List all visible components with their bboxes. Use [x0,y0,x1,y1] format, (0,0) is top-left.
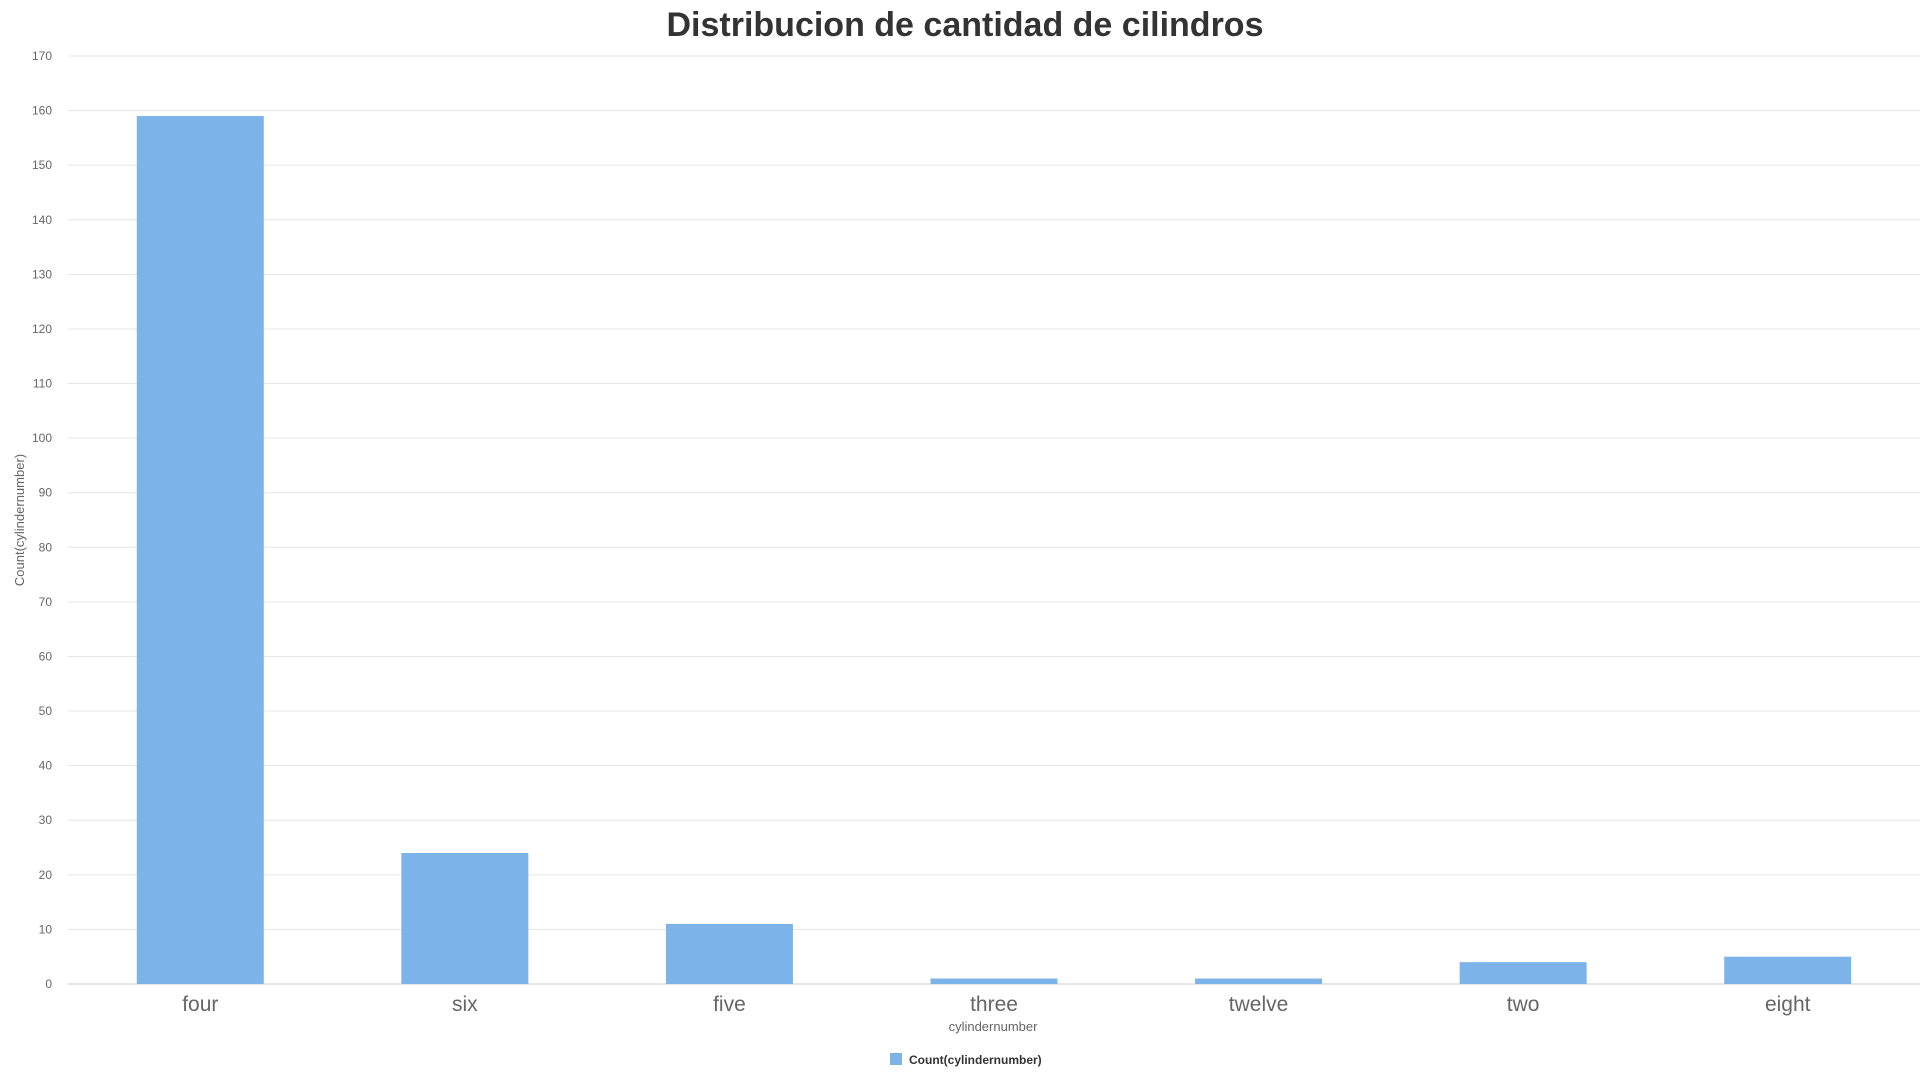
bar-five[interactable] [665,923,793,984]
bar-six[interactable] [401,852,529,984]
bar-four[interactable] [136,116,264,984]
y-tick-label: 70 [39,595,53,609]
y-tick-label: 90 [39,486,53,500]
x-axis-label: cylindernumber [949,1019,1039,1034]
legend-label[interactable]: Count(cylindernumber) [909,1053,1042,1067]
x-tick-label: three [970,993,1018,1016]
y-axis-label: Count(cylindernumber) [12,454,27,586]
y-tick-label: 80 [39,540,53,554]
bar-two[interactable] [1459,962,1587,984]
y-tick-label: 150 [32,158,52,172]
chart-title: Distribucion de cantidad de cilindros [667,6,1264,44]
y-tick-label: 30 [39,813,53,827]
y-tick-label: 120 [32,322,52,336]
y-tick-label: 40 [39,759,53,773]
x-tick-label: eight [1765,993,1811,1016]
y-tick-label: 110 [33,377,52,391]
legend-swatch[interactable] [890,1053,902,1065]
bar-twelve[interactable] [1195,978,1323,984]
legend[interactable]: Count(cylindernumber) [890,1053,1042,1067]
y-tick-label: 0 [45,977,52,991]
bar-three[interactable] [930,978,1058,984]
y-tick-label: 140 [32,213,52,227]
gridlines [68,55,1920,985]
x-tick-label: four [182,993,218,1016]
y-axis-ticks: 0 10 20 30 40 50 60 70 80 90 100 110 120 130 140 150 160… [32,49,52,991]
x-tick-label: five [713,993,746,1016]
y-tick-label: 20 [39,868,53,882]
x-axis-ticks: four six five three twelve two eight [182,993,1810,1016]
x-tick-label: two [1507,993,1540,1016]
bars [136,116,1852,984]
y-tick-label: 130 [32,267,52,281]
y-tick-label: 160 [32,104,52,118]
y-tick-label: 170 [32,49,52,63]
y-tick-label: 60 [39,649,53,663]
x-tick-label: twelve [1229,993,1289,1016]
y-tick-label: 100 [32,431,52,445]
x-tick-label: six [452,993,478,1016]
y-tick-label: 10 [39,922,53,936]
bar-eight[interactable] [1724,956,1852,984]
y-tick-label: 50 [39,704,53,718]
